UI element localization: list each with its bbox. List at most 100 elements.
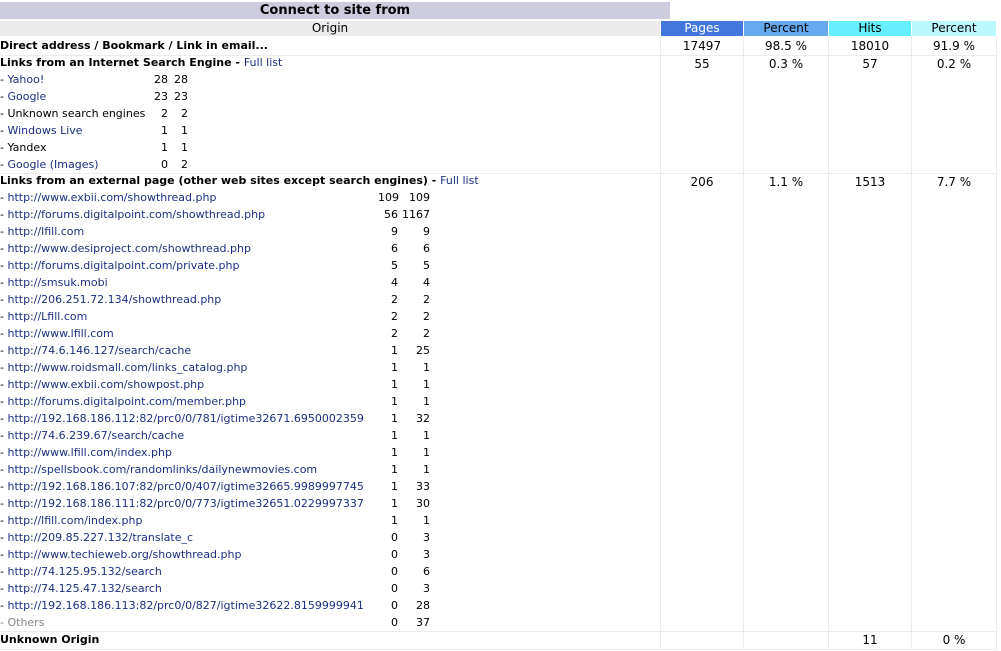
referrer-link[interactable]: http://lfill.com/index.php [7,514,143,527]
list-item: - Google (Images) [0,156,99,173]
referrer-link[interactable]: http://74.6.146.127/search/cache [7,344,192,357]
referrer-hits: 6 [423,565,430,578]
list-bullet: - [0,616,8,629]
referrer-link[interactable]: http://www.exbii.com/showpost.php [7,378,205,391]
referrer-hits: 4 [423,276,430,289]
list-bullet: - [0,514,8,527]
list-bullet: - [0,107,8,120]
referrer-hits: 33 [416,480,430,493]
table-row: - http://192.168.186.107:82/prc0/0/407/i… [0,478,364,495]
referrer-pages: 109 [378,191,399,204]
referrer-link[interactable]: http://192.168.186.107:82/prc0/0/407/igt… [7,480,364,493]
referrer-hits: 2 [423,293,430,306]
referrer-link[interactable]: http://74.125.47.132/search [7,582,162,595]
direct-pages: 17497 [682,39,722,53]
table-row: - http://www.lfill.com/index.php [0,444,172,461]
external-section-label: Links from an external page (other web s… [0,174,479,187]
referrer-link[interactable]: http://www.roidsmall.com/links_catalog.p… [7,361,248,374]
referrer-hits: 1 [423,378,430,391]
list-item: - Unknown search engines [0,105,145,122]
referrer-link[interactable]: http://74.6.239.67/search/cache [7,429,185,442]
external-pages-percent: 1.1 % [768,175,804,189]
referrer-pages: 1 [391,446,398,459]
list-bullet: - [0,141,8,154]
column-header-pages-percent: Percent [744,21,828,36]
referrer-pages: 0 [391,548,398,561]
column-header-hits-percent: Percent [912,21,996,36]
search-engine-hits: 2 [181,158,188,171]
list-bullet: - [0,361,8,374]
referrer-link[interactable]: http://192.168.186.112:82/prc0/0/781/igt… [7,412,364,425]
referrer-link[interactable]: http://206.251.72.134/showthread.php [7,293,222,306]
search-engine-name[interactable]: Yahoo! [7,73,45,86]
referrer-link[interactable]: http://www.desiproject.com/showthread.ph… [7,242,251,255]
list-bullet: - [0,225,8,238]
referrer-pages: 2 [391,293,398,306]
referrer-link[interactable]: http://Lfill.com [7,310,88,323]
search-engine-name[interactable]: Google [7,90,47,103]
search-pages-percent: 0.3 % [768,57,804,71]
table-row: - http://lfill.com/index.php [0,512,143,529]
search-engine-name[interactable]: Google (Images) [7,158,99,171]
others-row: - Others [0,614,44,631]
table-row: - http://74.6.239.67/search/cache [0,427,184,444]
referrer-link[interactable]: http://forums.digitalpoint.com/private.p… [7,259,240,272]
referrer-link[interactable]: http://www.exbii.com/showthread.php [7,191,217,204]
direct-label: Direct address / Bookmark / Link in emai… [0,39,268,52]
search-hits-percent: 0.2 % [936,57,972,71]
referrer-pages: 0 [391,531,398,544]
search-engine-name[interactable]: Windows Live [7,124,83,137]
list-bullet: - [0,531,8,544]
referrer-pages: 2 [391,327,398,340]
list-bullet: - [0,276,8,289]
referrer-link[interactable]: http://forums.digitalpoint.com/showthrea… [7,208,266,221]
referrer-link[interactable]: http://74.125.95.132/search [7,565,162,578]
referrer-link[interactable]: http://192.168.186.111:82/prc0/0/773/igt… [7,497,364,510]
referrer-pages: 1 [391,361,398,374]
column-divider [743,36,744,650]
table-row: - http://forums.digitalpoint.com/private… [0,257,239,274]
search-engine-pages: 1 [161,141,168,154]
referrer-pages: 1 [391,429,398,442]
table-row: - http://206.251.72.134/showthread.php [0,291,221,308]
referrer-link[interactable]: http://lfill.com [7,225,85,238]
referrer-link[interactable]: http://spellsbook.com/randomlinks/dailyn… [7,463,318,476]
table-row: - http://74.125.47.132/search [0,580,162,597]
referrer-link[interactable]: http://209.85.227.132/translate_c [7,531,194,544]
list-bullet: - [0,582,8,595]
referrer-pages: 1 [391,395,398,408]
referrer-hits: 1 [423,429,430,442]
table-row: - http://www.lfill.com [0,325,114,342]
referrer-pages: 5 [391,259,398,272]
search-section-label: Links from an Internet Search Engine - F… [0,56,283,69]
referrer-link[interactable]: http://www.lfill.com/index.php [7,446,172,459]
search-engine-name: Unknown search engines [7,107,146,120]
referrer-hits: 109 [409,191,430,204]
table-row: - http://smsuk.mobi [0,274,108,291]
referrer-link[interactable]: http://192.168.186.113:82/prc0/0/827/igt… [7,599,364,612]
external-hits-percent: 7.7 % [936,175,972,189]
table-row: - http://www.desiproject.com/showthread.… [0,240,251,257]
referrer-hits: 32 [416,412,430,425]
search-hits: 57 [862,57,878,71]
referrer-link[interactable]: http://smsuk.mobi [7,276,108,289]
column-header-origin: Origin [0,21,660,36]
search-engine-pages: 2 [161,107,168,120]
referrer-link[interactable]: http://forums.digitalpoint.com/member.ph… [7,395,247,408]
external-hits: 1513 [854,175,886,189]
list-bullet: - [0,259,8,272]
referrer-pages: 6 [391,242,398,255]
referrer-hits: 5 [423,259,430,272]
search-engine-hits: 1 [181,124,188,137]
referrer-link[interactable]: http://www.lfill.com [7,327,114,340]
referrer-link[interactable]: http://www.techieweb.org/showthread.php [7,548,242,561]
list-bullet: - [0,344,8,357]
external-full-list-link[interactable]: Full list [440,174,479,187]
list-bullet: - [0,124,8,137]
table-row: - http://74.125.95.132/search [0,563,162,580]
unknown-pages [661,632,743,648]
search-full-list-link[interactable]: Full list [243,56,283,69]
referrer-pages: 56 [384,208,398,221]
table-row: - http://192.168.186.111:82/prc0/0/773/i… [0,495,364,512]
table-row: - http://forums.digitalpoint.com/showthr… [0,206,265,223]
